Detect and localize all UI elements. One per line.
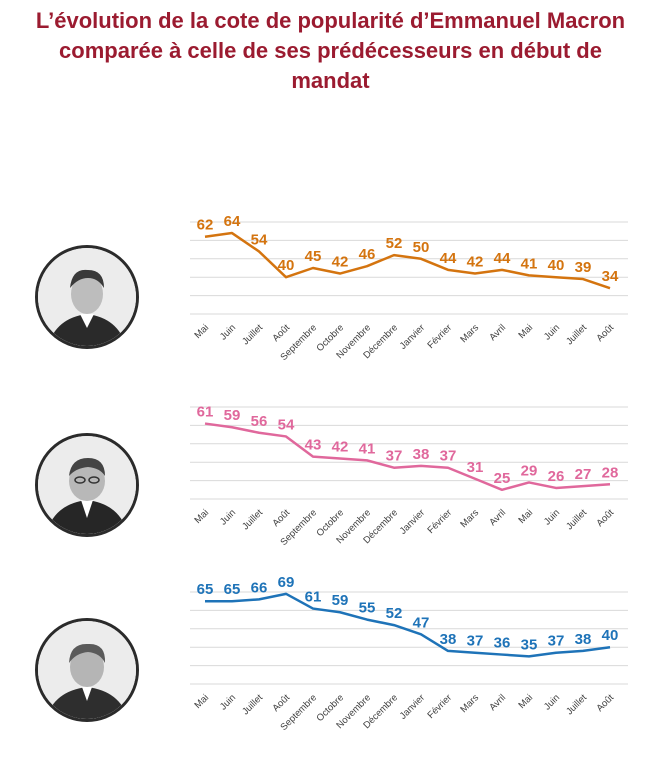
macron-value-label: 39 bbox=[575, 259, 592, 276]
hollande-tick-label: Mars bbox=[458, 507, 481, 530]
sarkozy-tick-label: Juin bbox=[218, 692, 238, 712]
sarkozy-value-label: 37 bbox=[548, 633, 565, 650]
hollande-tick-label: Juillet bbox=[240, 507, 265, 532]
hollande-value-label: 43 bbox=[305, 437, 322, 454]
macron-value-label: 40 bbox=[278, 257, 295, 274]
hollande-tick-label: Mai bbox=[193, 507, 212, 526]
hollande-tick-label: Janvier bbox=[398, 507, 427, 536]
hollande-tick-label: Mai bbox=[517, 507, 536, 526]
macron-tick-label: Février bbox=[425, 322, 454, 351]
hollande-value-label: 37 bbox=[386, 448, 403, 465]
chart-title: L’évolution de la cote de popularité d’E… bbox=[0, 6, 661, 96]
sarkozy-value-label: 37 bbox=[467, 633, 484, 650]
sarkozy-tick-label: Mai bbox=[517, 692, 536, 711]
hollande-value-label: 56 bbox=[251, 413, 268, 430]
hollande-value-label: 59 bbox=[224, 407, 241, 424]
hollande-value-label: 38 bbox=[413, 446, 430, 463]
sarkozy-value-label: 69 bbox=[278, 574, 295, 591]
sarkozy-value-label: 36 bbox=[494, 635, 511, 652]
macron-value-label: 40 bbox=[548, 257, 565, 274]
sarkozy-value-label: 59 bbox=[332, 592, 349, 609]
macron-value-label: 62 bbox=[197, 217, 214, 234]
sarkozy-value-label: 52 bbox=[386, 605, 403, 622]
macron-value-label: 41 bbox=[521, 255, 538, 272]
macron-value-label: 42 bbox=[332, 254, 349, 271]
macron-value-label: 46 bbox=[359, 246, 376, 263]
macron-value-label: 64 bbox=[224, 213, 241, 230]
macron-value-label: 54 bbox=[251, 231, 268, 248]
hollande-value-label: 28 bbox=[602, 464, 619, 481]
macron-tick-label: Mai bbox=[517, 322, 536, 341]
sarkozy-series-line bbox=[205, 592, 611, 658]
hollande-value-label: 61 bbox=[197, 404, 214, 421]
macron-tick-label: Août bbox=[271, 322, 293, 344]
macron-tick-label: Mai bbox=[193, 322, 212, 341]
macron-tick-label: Janvier bbox=[398, 322, 427, 351]
macron-tick-label: Août bbox=[595, 322, 617, 344]
hollande-value-label: 42 bbox=[332, 439, 349, 456]
sarkozy-value-label: 47 bbox=[413, 614, 430, 631]
macron-tick-label: Mars bbox=[458, 322, 481, 345]
sarkozy-tick-label: Janvier bbox=[398, 692, 427, 721]
macron-value-label: 45 bbox=[305, 248, 322, 265]
sarkozy-value-label: 40 bbox=[602, 627, 619, 644]
macron-value-label: 52 bbox=[386, 235, 403, 252]
macron-tick-label: Juillet bbox=[240, 322, 265, 347]
hollande-value-label: 31 bbox=[467, 459, 484, 476]
hollande-value-label: 27 bbox=[575, 466, 592, 483]
macron-value-label: 44 bbox=[494, 250, 511, 267]
hollande-value-label: 29 bbox=[521, 462, 538, 479]
hollande-tick-label: Février bbox=[425, 507, 454, 536]
macron-value-label: 42 bbox=[467, 254, 484, 271]
hollande-value-label: 37 bbox=[440, 448, 457, 465]
sarkozy-value-label: 61 bbox=[305, 589, 322, 606]
sarkozy-tick-label: Juillet bbox=[564, 692, 589, 717]
hollande-series-line bbox=[204, 422, 611, 492]
sarkozy-value-label: 35 bbox=[521, 636, 538, 653]
hollande-value-label: 26 bbox=[548, 468, 565, 485]
macron-value-label: 34 bbox=[602, 268, 619, 285]
sarkozy-tick-label: Avril bbox=[487, 692, 508, 713]
hollande-tick-label: Juillet bbox=[564, 507, 589, 532]
hollande-tick-label: Août bbox=[595, 507, 617, 529]
sarkozy-tick-label: Juillet bbox=[240, 692, 265, 717]
macron-portrait bbox=[35, 245, 139, 349]
macron-value-label: 50 bbox=[413, 239, 430, 256]
hollande-tick-label: Juin bbox=[542, 507, 562, 527]
sarkozy-tick-label: Mai bbox=[193, 692, 212, 711]
hollande-value-label: 25 bbox=[494, 470, 511, 487]
sarkozy-value-label: 65 bbox=[197, 581, 214, 598]
macron-value-label: 44 bbox=[440, 250, 457, 267]
sarkozy-tick-label: Février bbox=[425, 692, 454, 721]
hollande-value-label: 41 bbox=[359, 440, 376, 457]
hollande-tick-label: Avril bbox=[487, 507, 508, 528]
sarkozy-tick-label: Août bbox=[595, 692, 617, 714]
sarkozy-tick-label: Juin bbox=[542, 692, 562, 712]
macron-tick-label: Juin bbox=[218, 322, 238, 342]
sarkozy-tick-label: Août bbox=[271, 692, 293, 714]
hollande-tick-label: Août bbox=[271, 507, 293, 529]
title-line-1: L’évolution de la cote de popularité d’E… bbox=[35, 8, 626, 33]
title-line-2: comparée à celle de ses prédécesseurs en… bbox=[59, 38, 602, 63]
sarkozy-value-label: 38 bbox=[440, 631, 457, 648]
macron-tick-label: Avril bbox=[487, 322, 508, 343]
macron-tick-label: Juin bbox=[542, 322, 562, 342]
sarkozy-value-label: 55 bbox=[359, 600, 376, 617]
hollande-tick-label: Juin bbox=[218, 507, 238, 527]
sarkozy-value-label: 66 bbox=[251, 579, 268, 596]
hollande-portrait bbox=[35, 433, 139, 537]
hollande-value-label: 54 bbox=[278, 416, 295, 433]
sarkozy-portrait bbox=[35, 618, 139, 722]
sarkozy-value-label: 38 bbox=[575, 631, 592, 648]
sarkozy-value-label: 65 bbox=[224, 581, 241, 598]
title-line-3: mandat bbox=[291, 68, 370, 93]
macron-series-line bbox=[204, 231, 611, 290]
macron-tick-label: Juillet bbox=[564, 322, 589, 347]
sarkozy-tick-label: Mars bbox=[458, 692, 481, 715]
